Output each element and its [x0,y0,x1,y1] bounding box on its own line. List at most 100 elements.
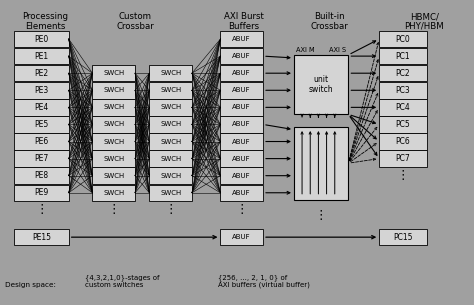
Text: SWCH: SWCH [160,121,181,127]
FancyBboxPatch shape [294,55,348,114]
FancyBboxPatch shape [92,185,135,201]
Text: ABUF: ABUF [232,87,251,93]
Text: SWCH: SWCH [103,87,124,93]
FancyBboxPatch shape [14,82,69,99]
FancyBboxPatch shape [220,65,263,81]
FancyBboxPatch shape [14,99,69,116]
FancyBboxPatch shape [220,167,263,184]
FancyBboxPatch shape [379,116,427,133]
Text: Built-in
Crossbar: Built-in Crossbar [310,12,348,31]
Text: PC5: PC5 [395,120,410,129]
FancyBboxPatch shape [379,133,427,150]
Text: PC15: PC15 [393,233,413,242]
Text: ABUF: ABUF [232,104,251,110]
Text: AXI S: AXI S [329,47,346,53]
Text: Custom
Crossbar: Custom Crossbar [116,12,154,31]
FancyBboxPatch shape [92,150,135,167]
FancyBboxPatch shape [14,48,69,64]
FancyBboxPatch shape [149,150,192,167]
Text: PE7: PE7 [34,154,49,163]
Text: PE6: PE6 [34,137,49,146]
Text: ABUF: ABUF [232,36,251,42]
FancyBboxPatch shape [14,167,69,184]
FancyBboxPatch shape [379,48,427,64]
FancyBboxPatch shape [149,133,192,150]
Text: ABUF: ABUF [232,138,251,145]
Text: ABUF: ABUF [232,53,251,59]
Text: SWCH: SWCH [160,87,181,93]
Text: PE2: PE2 [35,69,48,78]
Text: ABUF: ABUF [232,70,251,76]
Text: SWCH: SWCH [160,138,181,145]
FancyBboxPatch shape [14,229,69,246]
Text: PE15: PE15 [32,233,51,242]
FancyBboxPatch shape [92,82,135,99]
Text: ⋮: ⋮ [108,203,120,216]
Text: PE3: PE3 [34,86,49,95]
FancyBboxPatch shape [14,133,69,150]
FancyBboxPatch shape [220,82,263,99]
FancyBboxPatch shape [14,116,69,133]
Text: PC3: PC3 [395,86,410,95]
Text: ABUF: ABUF [232,156,251,162]
FancyBboxPatch shape [220,133,263,150]
FancyBboxPatch shape [379,99,427,116]
Text: SWCH: SWCH [103,104,124,110]
Text: Processing
Elements: Processing Elements [22,12,68,31]
Text: ⋮: ⋮ [164,203,177,216]
Text: SWCH: SWCH [103,70,124,76]
Text: ⋮: ⋮ [397,169,409,182]
Text: PE1: PE1 [35,52,48,61]
Text: ABUF: ABUF [232,121,251,127]
FancyBboxPatch shape [379,65,427,81]
Text: SWCH: SWCH [103,121,124,127]
Text: SWCH: SWCH [103,173,124,179]
Text: SWCH: SWCH [160,70,181,76]
Text: PC4: PC4 [395,103,410,112]
Text: SWCH: SWCH [160,173,181,179]
Text: AXI Burst
Buffers: AXI Burst Buffers [224,12,264,31]
FancyBboxPatch shape [149,167,192,184]
Text: unit
switch: unit switch [309,75,333,94]
FancyBboxPatch shape [92,167,135,184]
FancyBboxPatch shape [220,31,263,47]
FancyBboxPatch shape [379,82,427,99]
FancyBboxPatch shape [220,150,263,167]
FancyBboxPatch shape [14,185,69,201]
FancyBboxPatch shape [149,82,192,99]
Text: PC2: PC2 [396,69,410,78]
FancyBboxPatch shape [14,65,69,81]
Text: {256, ..., 2, 1, 0} of
AXI buffers (virtual buffer): {256, ..., 2, 1, 0} of AXI buffers (virt… [218,274,310,288]
FancyBboxPatch shape [220,229,263,246]
Text: HBMC/
PHY/HBM: HBMC/ PHY/HBM [404,12,444,31]
Text: SWCH: SWCH [160,190,181,196]
FancyBboxPatch shape [149,185,192,201]
FancyBboxPatch shape [220,185,263,201]
FancyBboxPatch shape [379,229,427,246]
FancyBboxPatch shape [149,65,192,81]
Text: PE4: PE4 [34,103,49,112]
FancyBboxPatch shape [149,99,192,116]
Text: PE0: PE0 [34,34,49,44]
FancyBboxPatch shape [220,116,263,133]
Text: AXI M: AXI M [296,47,315,53]
Text: ⋮: ⋮ [35,203,48,216]
Text: SWCH: SWCH [103,138,124,145]
Text: PC7: PC7 [395,154,410,163]
Text: PC6: PC6 [395,137,410,146]
Text: ⋮: ⋮ [236,203,248,216]
Text: SWCH: SWCH [103,190,124,196]
Text: ABUF: ABUF [232,234,251,240]
Text: SWCH: SWCH [160,104,181,110]
FancyBboxPatch shape [379,31,427,47]
Text: ABUF: ABUF [232,190,251,196]
FancyBboxPatch shape [14,150,69,167]
Text: {4,3,2,1,0}-stages of
custom switches: {4,3,2,1,0}-stages of custom switches [85,274,160,288]
Text: PC0: PC0 [395,34,410,44]
FancyBboxPatch shape [92,116,135,133]
FancyBboxPatch shape [294,127,348,200]
FancyBboxPatch shape [220,99,263,116]
Text: PE8: PE8 [35,171,48,180]
FancyBboxPatch shape [92,133,135,150]
Text: SWCH: SWCH [103,156,124,162]
